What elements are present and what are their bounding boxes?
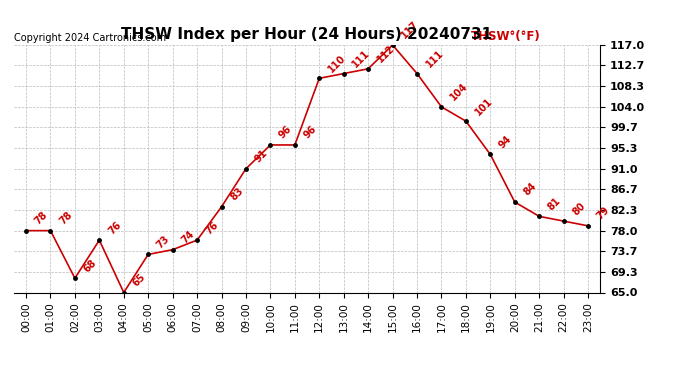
Text: 78: 78 [57, 210, 74, 226]
Text: 81: 81 [546, 195, 563, 212]
Text: 79: 79 [595, 205, 611, 222]
Text: 68: 68 [82, 257, 99, 274]
Text: 111: 111 [424, 48, 445, 69]
Title: THSW Index per Hour (24 Hours) 20240731: THSW Index per Hour (24 Hours) 20240731 [121, 27, 493, 42]
Text: Copyright 2024 Cartronics.com: Copyright 2024 Cartronics.com [14, 33, 166, 42]
Text: 84: 84 [522, 181, 538, 198]
Text: 94: 94 [497, 134, 514, 150]
Text: 96: 96 [302, 124, 318, 141]
Text: 96: 96 [277, 124, 294, 141]
Text: 65: 65 [130, 272, 148, 288]
Text: 110: 110 [326, 53, 348, 74]
Text: 111: 111 [351, 48, 372, 69]
Text: 117: 117 [400, 20, 421, 41]
Text: 76: 76 [106, 219, 123, 236]
Text: 104: 104 [448, 81, 470, 103]
Text: 78: 78 [33, 210, 50, 226]
Text: 101: 101 [473, 96, 494, 117]
Text: 83: 83 [228, 186, 245, 202]
Text: 76: 76 [204, 219, 221, 236]
Text: THSW°(°F): THSW°(°F) [471, 30, 541, 42]
Text: 80: 80 [571, 200, 587, 217]
Text: 91: 91 [253, 148, 270, 165]
Text: 73: 73 [155, 234, 172, 250]
Text: 112: 112 [375, 43, 397, 64]
Text: 74: 74 [179, 229, 196, 246]
